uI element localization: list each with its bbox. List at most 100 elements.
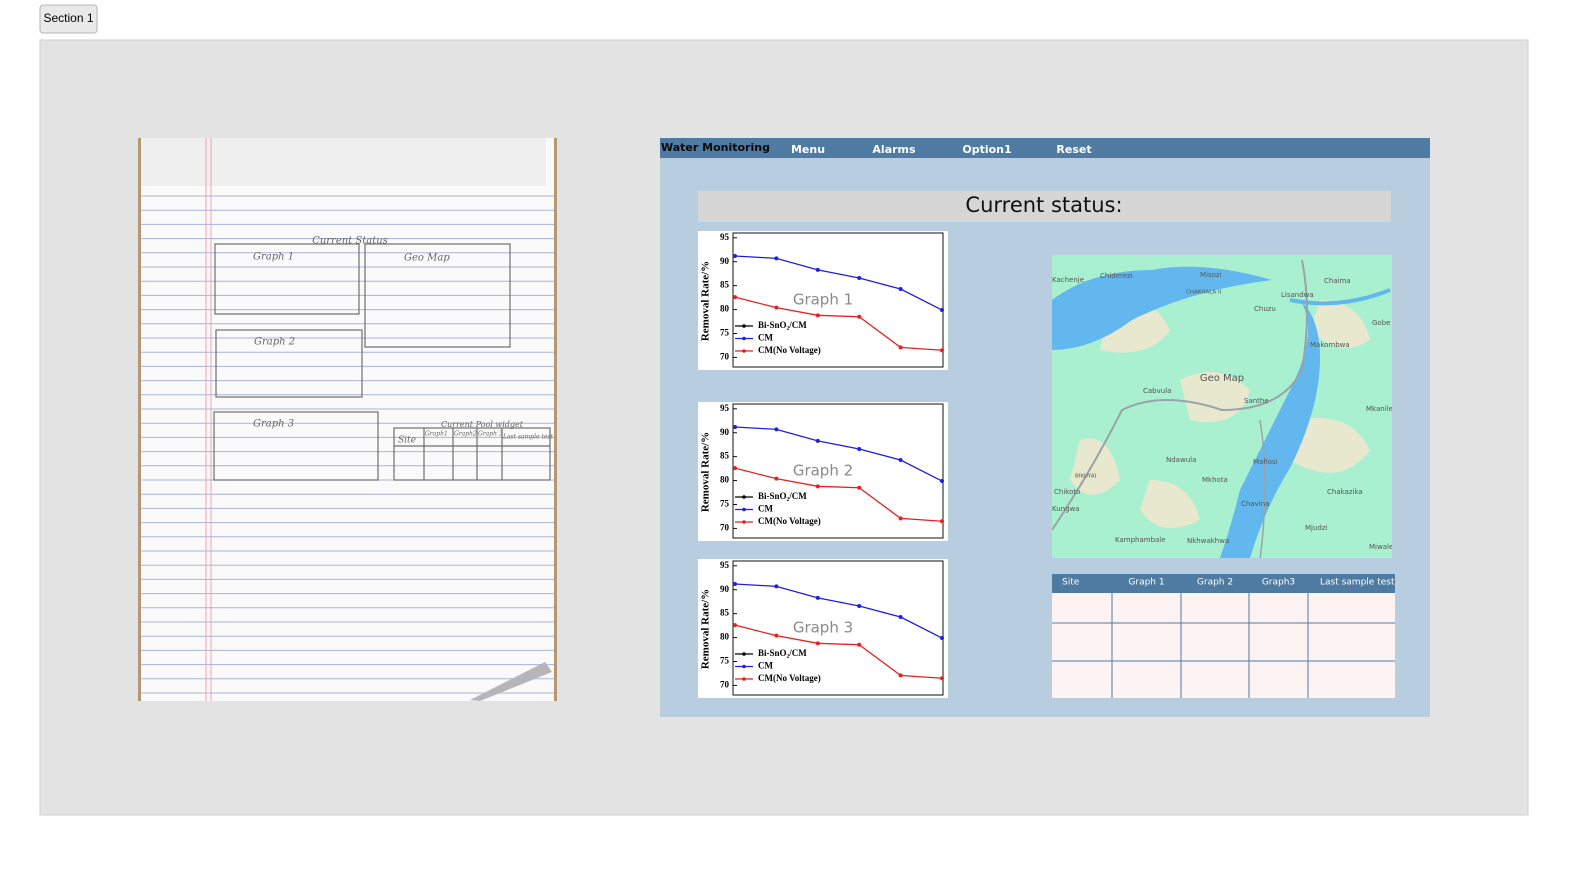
chart-title: Graph 2 [793, 462, 853, 480]
series-point [815, 595, 820, 600]
map-place: Gobe [1372, 319, 1390, 327]
plot-frame [732, 560, 944, 696]
nav-item[interactable]: Menu [791, 143, 825, 156]
legend-marker [742, 664, 746, 669]
chart-bg [698, 559, 948, 698]
series-line [734, 255, 943, 311]
y-tick-label: 70 [720, 351, 730, 361]
section-button[interactable] [39, 4, 98, 34]
nav-item[interactable]: Option1 [962, 143, 1011, 156]
map-place: Chuzu [1254, 305, 1276, 313]
y-tick-label: 70 [720, 522, 730, 532]
map-river [1289, 288, 1391, 306]
nav-bar [660, 138, 1430, 158]
sketch-label: Graph 3 [253, 419, 294, 430]
map-place: Kachenje [1052, 276, 1084, 284]
map-place: Chavina [1241, 500, 1269, 508]
paper [141, 138, 554, 701]
series-point [940, 308, 944, 313]
map-place: Makombwa [1310, 341, 1350, 349]
series-point [815, 438, 820, 443]
nav-item[interactable]: Reset [1056, 143, 1091, 156]
y-tick-label: 80 [720, 632, 730, 642]
map-inner: Geo Map Kachenje Chiderezi Misozi Chaima CHAK… [1052, 255, 1392, 558]
series-line [734, 583, 943, 639]
y-tick-label: 80 [720, 475, 730, 485]
table-header-bg [1052, 574, 1395, 593]
y-tick-label: 70 [720, 679, 730, 689]
legend-marker [742, 507, 746, 512]
map-place: Kamphambale [1115, 536, 1166, 544]
chart-bg [698, 402, 948, 541]
series-point [940, 636, 944, 641]
map-road [1259, 419, 1266, 558]
pencil [470, 662, 552, 701]
series-point [733, 623, 737, 628]
series-point [898, 673, 903, 678]
legend-label: Bi-SnO₂/CM [758, 320, 807, 330]
series-point [774, 476, 779, 481]
legend-label: CM [758, 504, 773, 514]
section-button-label[interactable]: Section 1 [43, 11, 93, 25]
y-tick-label: 75 [720, 328, 730, 338]
y-tick-label: 75 [720, 499, 730, 509]
sketch-label: Current Pool widget [441, 420, 524, 429]
series-point [733, 424, 737, 429]
y-tick-label: 95 [720, 560, 730, 570]
series-point [898, 614, 903, 619]
series-line [734, 426, 943, 482]
map-place: Ndawula [1166, 456, 1196, 464]
series-point [857, 603, 862, 608]
y-tick-label: 85 [720, 280, 730, 290]
y-tick-label: 75 [720, 656, 730, 666]
geo-map[interactable]: Geo Map Kachenje Chiderezi Misozi Chaima CHAK… [1052, 255, 1393, 560]
map-terrain [1140, 480, 1200, 528]
map-terrain [1310, 300, 1370, 348]
series-line [734, 467, 943, 522]
series-point [898, 345, 903, 350]
sketch-label: Graph 1 [253, 252, 294, 263]
chart: 70 75 80 85 90 95 Removal Rate/% Bi-SnO₂/CM CM CM… [698, 402, 948, 541]
series-point [733, 253, 737, 258]
status-title: Current status: [965, 193, 1122, 217]
sketch-table-header: Site [398, 436, 416, 446]
map-terrain [1290, 418, 1370, 473]
y-axis-label: Removal Rate/% [700, 432, 712, 512]
sketch-table-header: Last sample test [502, 434, 554, 441]
map-place: Lisandwa [1281, 291, 1314, 299]
sketch-box [393, 427, 551, 481]
nav-brand: Water Monitoring [661, 141, 770, 154]
series-point [733, 295, 737, 300]
sketch-box [213, 411, 379, 481]
series-line [734, 296, 943, 351]
map-place: Mjudzi [1305, 524, 1328, 532]
map-place: BIKUYAI [1075, 474, 1097, 480]
legend-label: CM [758, 661, 773, 671]
sketch-box [215, 329, 363, 398]
sketch-table-header: Graph2 [454, 431, 477, 438]
sketch-table-header: Graph1 [425, 431, 448, 438]
y-tick-label: 90 [720, 584, 730, 594]
map-place: Misozi [1200, 271, 1222, 279]
y-tick-label: 95 [720, 232, 730, 242]
y-tick-label: 95 [720, 403, 730, 413]
series-point [857, 314, 862, 319]
table-header-cell: Graph 2 [1197, 578, 1233, 588]
series-point [774, 427, 779, 432]
nav-item[interactable]: Alarms [872, 143, 916, 156]
map-place: Nkhwakhwa [1187, 537, 1229, 545]
series-line [734, 624, 943, 679]
legend-marker [742, 336, 746, 341]
series-point [774, 584, 779, 589]
map-place: Mafiosi [1253, 458, 1278, 466]
series-point [815, 641, 820, 646]
map-place: Chikoto [1054, 488, 1080, 496]
map-place: Cabvula [1143, 387, 1171, 395]
legend-marker [742, 324, 746, 328]
chart-bg [698, 231, 948, 370]
series-point [774, 633, 779, 638]
map-place: Chaima [1324, 277, 1351, 285]
table-header-cell: Site [1062, 578, 1080, 588]
map-road [1052, 259, 1308, 531]
map-place: Mkhota [1202, 476, 1228, 484]
